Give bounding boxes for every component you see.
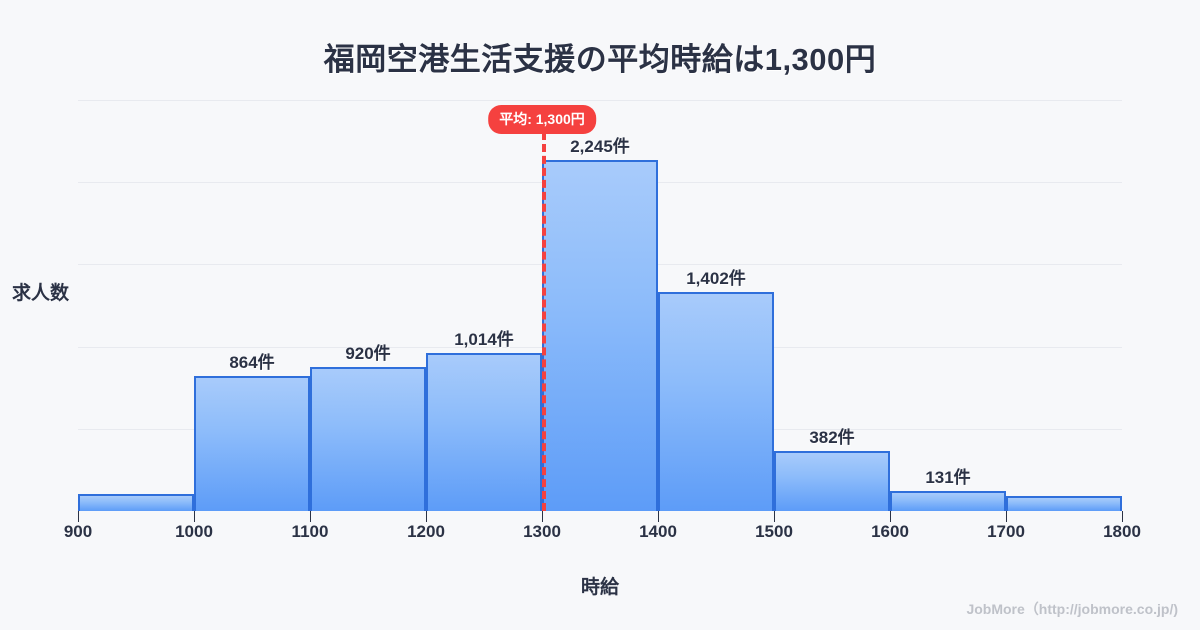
x-axis-tick-label: 1800 [1103,522,1141,541]
bar [1006,496,1122,511]
x-axis-tick [426,511,427,522]
x-axis-tick-label: 1300 [523,522,561,541]
page-title: 福岡空港生活支援の平均時給は1,300円 [323,42,877,77]
x-axis-tick [774,511,775,522]
average-badge: 平均: 1,300円 [488,105,596,134]
bar: 382件 [774,428,890,511]
bar: 864件 [194,353,310,511]
x-axis-tick-label: 1400 [639,522,677,541]
average-line [542,132,546,511]
x-axis-tick-label: 1200 [407,522,445,541]
bar-value-label: 920件 [345,344,391,364]
bar-value-label: 1,402件 [686,268,746,288]
bar-value-label: 2,245件 [570,137,630,157]
bar-value-label: 131件 [925,467,971,487]
bar: 131件 [890,468,1006,511]
bar: 1,014件 [426,330,542,511]
x-axis-title: 時給 [580,577,619,598]
x-axis-tick [542,511,543,522]
x-axis-tick-label: 900 [63,522,93,541]
x-axis-tick-label: 1700 [987,522,1025,541]
watermark: JobMore（http://jobmore.co.jp/) [966,601,1178,617]
gridline [78,100,1122,101]
bar-value-label: 1,014件 [454,329,514,349]
x-axis-tick [1122,511,1123,522]
bar: 1,402件 [658,269,774,511]
bar: 2,245件 [542,137,658,511]
x-axis-tick [890,511,891,522]
bar-value-label: 864件 [229,352,275,372]
plot-area: 864件 920件 1,014件 2,245件 1,402件 382件 131件 [78,100,1122,511]
x-axis-tick-label: 1600 [871,522,909,541]
x-axis-tick-label: 1500 [755,522,793,541]
y-axis-title: 求人数 [12,283,70,304]
bar [78,493,194,511]
x-axis-tick-label: 1100 [291,522,329,541]
x-axis-tick [194,511,195,522]
x-axis-tick [658,511,659,522]
x-axis-tick [310,511,311,522]
x-axis-tick-label: 1000 [175,522,213,541]
bar: 920件 [310,344,426,511]
bar-value-label: 382件 [809,428,855,448]
x-axis-tick [1006,511,1007,522]
x-axis-tick [78,511,79,522]
